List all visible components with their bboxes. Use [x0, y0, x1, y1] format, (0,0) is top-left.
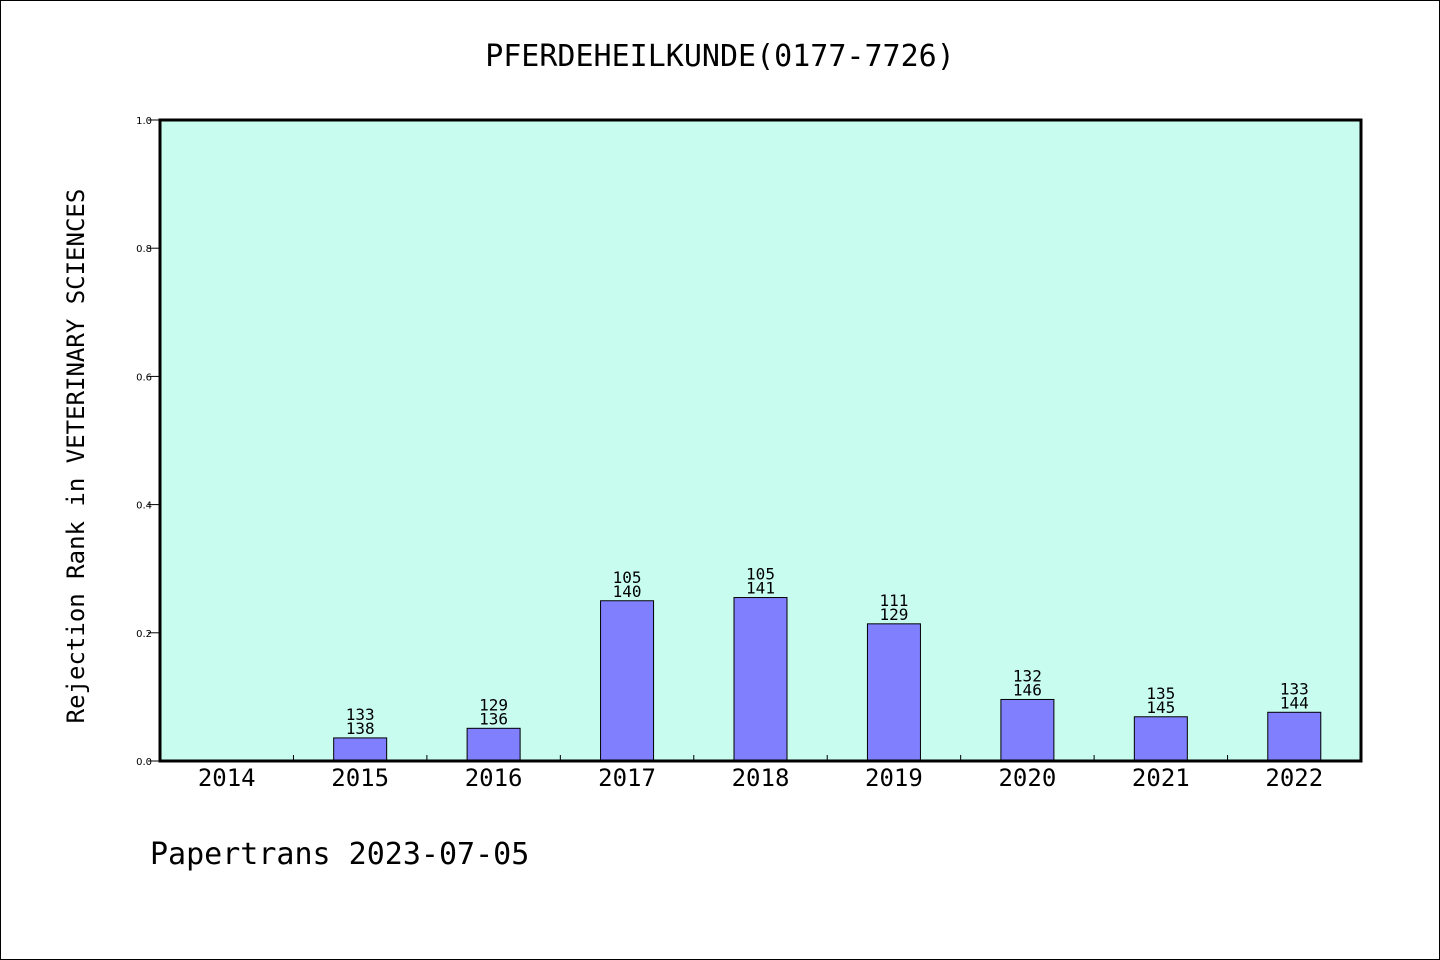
bars — [333, 597, 1322, 762]
bar-label-top: 133 — [346, 705, 375, 724]
bar-label-bottom: 140 — [613, 582, 642, 601]
bar-label-bottom: 136 — [479, 709, 508, 728]
bar-label-top: 133 — [1280, 679, 1309, 698]
bar-2018 — [733, 597, 788, 762]
x-tick-label: 2018 — [732, 764, 790, 792]
bar-2017 — [600, 600, 655, 762]
bar-2016 — [466, 727, 521, 762]
bar-label-top: 111 — [879, 591, 908, 610]
bar-label-top: 105 — [613, 568, 642, 587]
y-axis-label: Rejection Rank in VETERINARY SCIENCES — [62, 189, 90, 724]
bar-2020 — [1000, 698, 1055, 762]
x-tick-label: 2017 — [598, 764, 656, 792]
bar-label-bottom: 146 — [1013, 680, 1042, 699]
x-tick-label: 2020 — [998, 764, 1056, 792]
x-tick-label: 2016 — [465, 764, 523, 792]
x-axis-ticks: 2014 2015 2016 2017 2018 2019 2020 2021 2022 — [198, 755, 1323, 792]
bar-label-top: 129 — [479, 695, 508, 714]
x-tick-label: 2019 — [865, 764, 923, 792]
bar-2019 — [866, 623, 921, 762]
bar-label-top: 105 — [746, 565, 775, 584]
footer-text: Papertrans 2023-07-05 — [150, 837, 529, 872]
bar-label-bottom: 145 — [1146, 698, 1175, 717]
bar-2021 — [1133, 716, 1188, 762]
x-tick-label: 2015 — [331, 764, 389, 792]
y-tick-label: 1.0 — [136, 116, 152, 127]
y-tick-label: 0.4 — [136, 501, 152, 512]
bar-2022 — [1267, 711, 1322, 762]
bar-label-bottom: 144 — [1280, 693, 1309, 712]
x-tick-label: 2021 — [1132, 764, 1190, 792]
chart-title: PFERDEHEILKUNDE(0177-7726) — [485, 39, 955, 74]
y-axis-ticks: 0.0 0.2 0.4 0.6 0.8 1.0 — [136, 116, 160, 768]
plot-border — [158, 118, 1363, 763]
bar-label-bottom: 141 — [746, 579, 775, 598]
x-tick-label: 2022 — [1265, 764, 1323, 792]
x-tick-label: 2014 — [198, 764, 256, 792]
y-tick-label: 0.6 — [136, 372, 152, 383]
bar-label-top: 135 — [1146, 684, 1175, 703]
bar-label-top: 132 — [1013, 666, 1042, 685]
y-tick-label: 0.0 — [136, 757, 152, 768]
bar-label-bottom: 129 — [879, 605, 908, 624]
bar-label-bottom: 138 — [346, 719, 375, 738]
bar-2015 — [333, 737, 388, 762]
y-tick-label: 0.2 — [136, 629, 152, 640]
y-tick-label: 0.8 — [136, 244, 152, 255]
